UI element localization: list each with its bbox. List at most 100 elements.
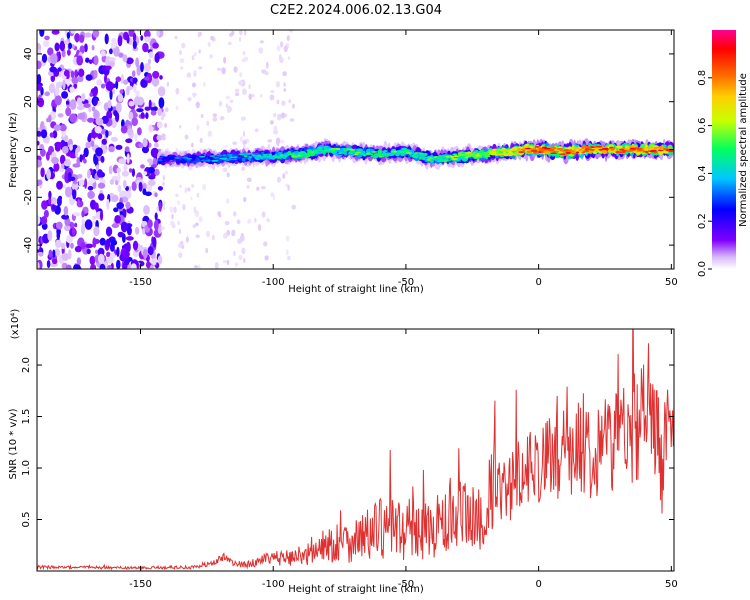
heatmap-faint-cell xyxy=(243,56,249,62)
heatmap-ridge-cell xyxy=(538,151,542,153)
heatmap-noise-cell xyxy=(120,221,128,233)
heatmap-noise-cell xyxy=(41,216,48,225)
heatmap-faint-cell xyxy=(193,70,197,77)
heatmap-noise-cell xyxy=(76,55,84,66)
heatmap-faint-cell xyxy=(222,167,228,173)
heatmap-faint-cell xyxy=(282,71,287,77)
heatmap-faint-cell xyxy=(178,228,181,234)
heatmap-noise-cell xyxy=(113,110,118,117)
heatmap-faint-cell xyxy=(281,100,286,106)
heatmap-noise-cell xyxy=(74,245,82,253)
heatmap-noise-cell xyxy=(128,100,135,107)
heatmap-noise-cell xyxy=(63,69,70,77)
heatmap-noise-cell xyxy=(123,179,127,189)
heatmap-faint-cell xyxy=(212,113,217,118)
heatmap-noise-cell xyxy=(71,44,75,49)
heatmap-faint-cell xyxy=(194,222,199,227)
heatmap-faint-cell xyxy=(191,142,194,148)
heatmap-noise-cell xyxy=(81,219,86,226)
heatmap-noise-cell xyxy=(113,46,120,57)
heatmap-ridge-cell xyxy=(534,146,540,148)
heatmap-noise-cell xyxy=(40,121,45,132)
heatmap-noise-cell xyxy=(148,51,154,59)
heatmap-noise-cell xyxy=(54,95,62,106)
heatmap-noise-cell xyxy=(142,248,148,259)
heatmap-noise-cell xyxy=(71,227,76,236)
heatmap-ridge-cell xyxy=(491,149,497,152)
heatmap-faint-cell xyxy=(195,234,200,238)
heatmap-faint-cell xyxy=(178,243,183,249)
heatmap-noise-cell xyxy=(66,32,71,39)
heatmap-noise-cell xyxy=(52,130,58,139)
heatmap-noise-cell xyxy=(94,126,102,134)
heatmap-faint-cell xyxy=(286,249,289,256)
x-tick-label: -100 xyxy=(262,277,285,288)
heatmap-noise-cell xyxy=(76,105,85,111)
heatmap-noise-cell xyxy=(92,215,97,220)
heatmap-faint-cell xyxy=(225,95,231,100)
heatmap-ridge-cell xyxy=(488,151,493,154)
heatmap-faint-cell xyxy=(197,32,201,38)
heatmap-ridge-cell xyxy=(468,153,476,156)
heatmap-faint-cell xyxy=(161,111,166,118)
y-tick-label: 2.0 xyxy=(21,357,32,373)
heatmap-noise-cell xyxy=(37,179,43,186)
heatmap-noise-cell xyxy=(59,124,67,132)
heatmap-ridge-cell xyxy=(563,149,570,152)
heatmap-noise-cell xyxy=(68,42,72,49)
heatmap-faint-cell xyxy=(246,177,252,183)
heatmap-faint-cell xyxy=(227,107,230,113)
heatmap-noise-cell xyxy=(58,195,63,201)
y-tick-label: -40 xyxy=(23,237,34,253)
heatmap-faint-cell xyxy=(171,213,174,220)
heatmap-faint-cell xyxy=(242,130,245,137)
heatmap-faint-cell xyxy=(192,92,197,97)
heatmap-noise-cell xyxy=(152,42,159,49)
heatmap-faint-cell xyxy=(192,82,196,88)
heatmap-noise-cell xyxy=(126,86,130,96)
heatmap-noise-cell xyxy=(123,79,129,85)
heatmap-faint-cell xyxy=(223,56,227,64)
heatmap-faint-cell xyxy=(269,94,275,101)
heatmap-ridge-cell xyxy=(646,146,654,149)
heatmap-ridge-cell xyxy=(484,155,491,158)
heatmap-ridge-cell xyxy=(340,152,348,154)
heatmap-noise-cell xyxy=(98,253,105,264)
x-tick-label: -50 xyxy=(398,579,414,590)
heatmap-ridge-cell xyxy=(182,156,189,159)
heatmap-faint-cell xyxy=(264,255,269,261)
heatmap-ridge-cell xyxy=(609,146,614,149)
heatmap-noise-cell xyxy=(54,143,61,152)
heatmap-noise-cell xyxy=(158,97,165,109)
heatmap-faint-cell xyxy=(210,35,215,41)
heatmap-noise-cell xyxy=(156,134,163,141)
heatmap-ridge-cell xyxy=(607,149,612,152)
heatmap-faint-cell xyxy=(191,55,195,61)
heatmap-faint-cell xyxy=(191,184,195,188)
heatmap-faint-cell xyxy=(190,196,193,201)
heatmap-noise-cell xyxy=(53,124,61,131)
heatmap-faint-cell xyxy=(223,232,228,239)
heatmap-noise-cell xyxy=(56,180,63,190)
heatmap-faint-cell xyxy=(260,40,264,44)
colorbar-tick-label: 0.8 xyxy=(697,70,708,86)
heatmap-ridge-cell xyxy=(174,156,181,159)
heatmap-noise-cell xyxy=(148,99,152,109)
heatmap-noise-cell xyxy=(52,106,56,112)
heatmap-faint-cell xyxy=(181,42,186,49)
heatmap-noise-cell xyxy=(108,145,115,153)
heatmap-noise-cell xyxy=(78,179,85,187)
heatmap-noise-cell xyxy=(37,214,41,226)
x-tick-label: -150 xyxy=(129,277,152,288)
heatmap-noise-cell xyxy=(106,256,114,264)
heatmap-faint-cell xyxy=(243,196,247,203)
heatmap-noise-cell xyxy=(78,174,83,179)
heatmap-noise-cell xyxy=(128,111,134,120)
heatmap-noise-cell xyxy=(87,181,93,186)
heatmap-ridge-cell xyxy=(615,145,623,149)
heatmap-noise-cell xyxy=(108,165,113,175)
heatmap-noise-cell xyxy=(101,138,108,145)
heatmap-noise-cell xyxy=(52,249,56,258)
heatmap-faint-cell xyxy=(222,260,227,264)
heatmap-ridge-cell xyxy=(238,158,242,162)
